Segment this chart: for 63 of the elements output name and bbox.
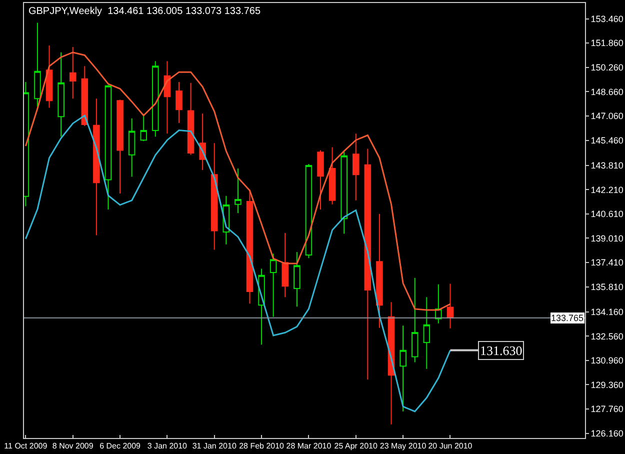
candlestick [446,283,454,329]
candlestick [34,22,41,108]
chart-title: GBPJPY,Weekly 134.461 136.005 133.073 133.765 [28,6,261,17]
candlestick [282,232,289,298]
candlestick [210,142,218,250]
y-tick-label: 142.210 [590,184,624,195]
y-tick-label: 143.810 [590,160,624,170]
x-tick-label: 8 Nov 2009 [52,442,94,451]
y-tick-label: 135.810 [590,282,624,292]
line-series [24,114,451,412]
candlestick [176,81,182,124]
y-tick-label: 132.560 [590,331,624,342]
ref-line-label: 133.765 [551,313,584,323]
candlestick [164,60,171,134]
candlestick [104,84,112,210]
y-tick-label: 130.960 [590,356,624,366]
x-tick-label: 23 May 2010 [380,442,427,451]
y-tick-label: 127.760 [590,404,624,414]
y-tick-label: 139.010 [590,233,624,244]
candlestick [58,52,64,138]
candlestick [352,133,360,201]
x-tick-label: 3 Jan 2010 [147,442,188,451]
candlestick [411,277,418,363]
candlestick [187,82,194,156]
candlestick [317,150,324,210]
line-series [24,52,451,311]
candlestick [69,46,76,100]
x-tick-label: 11 Oct 2009 [4,442,48,451]
x-tick-label: 28 Mar 2010 [286,442,332,451]
candlestick [364,148,372,380]
y-tick-label: 151.860 [590,38,624,48]
candlestick [81,66,88,126]
x-tick-label: 25 Apr 2010 [334,442,378,451]
x-tick-label: 28 Feb 2010 [239,442,285,451]
x-tick-label: 31 Jan 2010 [192,442,237,451]
candlestick [328,146,336,205]
y-tick-label: 148.660 [590,86,624,97]
y-tick-label: 134.160 [590,306,624,317]
y-tick-label: 145.460 [590,135,624,146]
candlestick [140,113,147,142]
x-tick-label: 6 Dec 2009 [100,442,142,451]
candlestick [116,99,124,194]
y-tick-label: 153.460 [590,14,624,24]
candlestick [400,325,406,412]
candlestick [376,214,383,328]
y-tick-label: 137.410 [590,258,624,268]
y-tick-label: 150.260 [590,62,624,73]
candlestick [340,151,348,234]
candlestick [234,168,242,214]
candlestick [305,163,312,259]
candlestick [152,60,159,138]
y-tick-label: 147.060 [590,111,624,122]
candlestick [270,253,277,318]
y-tick-label: 129.360 [590,380,624,390]
y-tick-label: 140.610 [590,209,624,220]
annotation: 131.630 [480,343,522,358]
y-tick-label: 126.160 [590,428,624,438]
candlestick [294,252,300,308]
candlestick [128,118,136,178]
candlestick [46,45,53,108]
x-tick-label: 20 Jun 2010 [428,442,473,451]
candlestick [93,98,100,236]
candlestick [423,296,430,370]
